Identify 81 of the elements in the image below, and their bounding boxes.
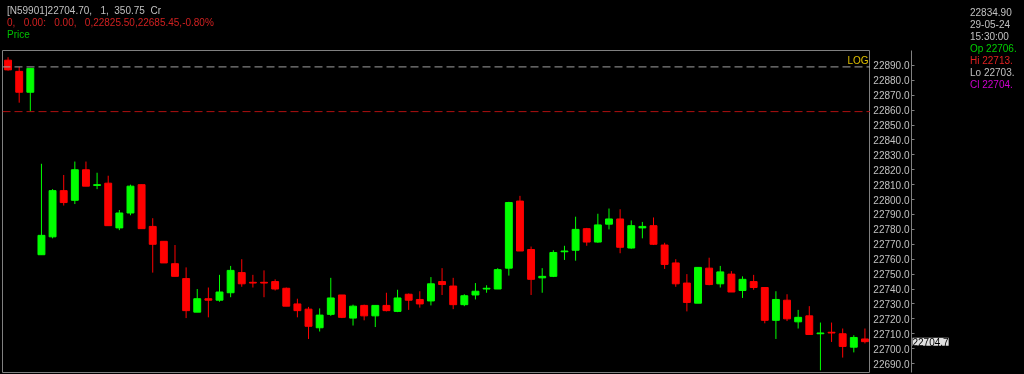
text: Price (7, 29, 31, 41)
candlestick (37, 163, 46, 256)
candlestick (627, 219, 636, 250)
y-tick-label: 22840.0 (873, 134, 910, 146)
candlestick (204, 287, 213, 318)
y-tick-label: 22690.0 (873, 358, 910, 370)
candlestick (827, 322, 836, 343)
y-tick-label: 22800.0 (873, 194, 910, 206)
chart-subtitle: 0, 0.00: 0.00, 0,22825.50,22685.45,-0.80% (7, 17, 214, 29)
candlestick (159, 240, 168, 264)
candlestick (838, 328, 847, 359)
candlestick (93, 172, 102, 190)
candlestick (260, 269, 268, 298)
y-tick-label: 22780.0 (873, 224, 910, 236)
candlestick (660, 242, 669, 270)
candlestick (15, 66, 24, 104)
candlestick (237, 258, 246, 288)
y-tick-label: 22850.0 (873, 120, 910, 132)
y-tick-label: 22860.0 (873, 105, 910, 117)
candlestick (171, 244, 179, 277)
candlestick (716, 265, 725, 289)
candlestick (738, 275, 747, 299)
annotation: LOG (847, 54, 869, 66)
candlestick (82, 161, 90, 187)
candlestick (215, 274, 224, 303)
candlestick (727, 270, 736, 293)
y-tick-label: 22870.0 (873, 90, 910, 102)
text: 22704.7 (912, 336, 950, 348)
candlestick (248, 274, 257, 289)
candlestick (705, 257, 714, 286)
candlestick (115, 209, 124, 231)
candlestick (315, 307, 324, 332)
candlestick (783, 293, 791, 322)
candlestick (349, 304, 357, 327)
candlestick (449, 277, 458, 310)
candlestick (326, 277, 335, 317)
text: Cl 22704. (970, 79, 1014, 91)
candlestick (593, 213, 602, 244)
text: 15:30:00 (970, 31, 1010, 43)
candlestick (682, 273, 691, 312)
candlestick (193, 288, 202, 313)
candlestick (493, 267, 502, 290)
candlestick (59, 174, 68, 207)
candlestick (605, 208, 613, 230)
candlestick (438, 267, 447, 296)
candlestick (426, 276, 435, 306)
y-tick-label: 22750.0 (873, 269, 910, 281)
y-tick-label: 22890.0 (873, 60, 910, 72)
y-tick-label: 22810.0 (873, 179, 910, 191)
y-tick-label: 22760.0 (873, 254, 910, 266)
candlestick (293, 298, 302, 318)
candlestick (26, 67, 35, 113)
y-tick-label: 22740.0 (873, 284, 910, 296)
candlestick (649, 216, 658, 246)
candlestick (549, 249, 558, 278)
y-tick-label: 22790.0 (873, 209, 910, 221)
candlestick (794, 309, 803, 330)
candlestick (860, 328, 869, 344)
text: Op 22706. (970, 43, 1017, 55)
candlestick (148, 217, 157, 274)
y-tick-label: 22720.0 (873, 313, 910, 325)
y-tick-label: 22880.0 (873, 75, 910, 87)
y-tick-label: 22700.0 (873, 343, 910, 355)
chart-title: [N59901]22704.70, 1, 350.75 Cr (7, 5, 162, 17)
y-tick-label: 22730.0 (873, 298, 910, 310)
y-tick-label: 22820.0 (873, 164, 910, 176)
text: 29-05-24 (970, 19, 1012, 31)
y-tick-label: 22770.0 (873, 239, 910, 251)
candlestick (816, 322, 825, 371)
candlestick (304, 306, 313, 340)
text: 22834.90 (970, 7, 1013, 19)
y-tick-label: 22710.0 (873, 328, 910, 340)
text: Hi 22713. (970, 55, 1014, 67)
candlestick (671, 258, 680, 288)
candlestick (771, 290, 780, 340)
y-tick-label: 22830.0 (873, 149, 910, 161)
candlestick (226, 265, 235, 298)
text: Lo 22703. (970, 67, 1016, 79)
candlestick (371, 304, 380, 328)
candlestick (805, 305, 814, 335)
candlestick (571, 216, 580, 262)
